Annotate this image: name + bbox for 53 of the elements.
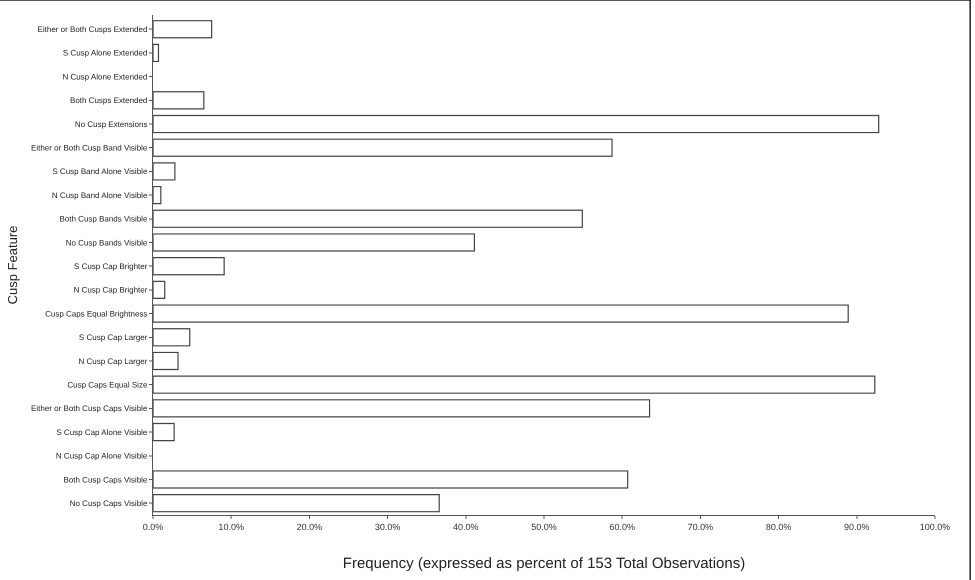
x-tick-label: 60.0% [609,522,635,532]
bar [153,20,212,38]
y-tick-label: N Cusp Cap Larger [78,356,148,366]
y-axis-title: Cusp Feature [4,226,20,304]
bar [153,257,225,276]
y-tick-label: Either or Both Cusp Caps Visible [31,404,148,414]
bar [153,304,849,323]
bar [153,44,160,62]
x-axis-title: Frequency (expressed as percent of 153 Total Observations) [342,554,746,572]
x-tick-label: 40.0% [453,522,479,532]
y-tick-label: No Cusp Extensions [74,120,148,129]
x-tick-label: 30.0% [374,522,400,532]
bar [153,233,475,252]
y-tick-label: Cusp Caps Equal Size [67,380,148,390]
bar [153,91,204,110]
bar [153,280,166,300]
bar [153,352,179,370]
y-tick-label: N Cusp Cap Alone Visible [56,452,148,461]
y-tick-label: S Cusp Cap Alone Visible [56,428,148,437]
y-tick-label: Either or Both Cusps Extended [38,25,148,34]
bar [153,494,440,512]
x-tick-label: 20.0% [296,522,322,532]
y-tick-label: N Cusp Alone Extended [62,72,148,82]
y-tick-label: Cusp Caps Equal Brightness [45,309,148,318]
x-tick-label: 50.0% [531,522,557,532]
x-tick-label: 0.0% [142,522,164,532]
bar [153,114,880,134]
y-tick-label: Both Cusp Bands Visible [59,214,148,224]
x-tick-label: 90.0% [844,522,870,532]
bar [153,138,613,157]
y-tick-label: S Cusp Band Alone Visible [52,167,148,176]
y-tick-label: N Cusp Cap Brighter [74,286,148,295]
x-tick-label: 70.0% [688,522,714,532]
bar [153,328,190,346]
bar [153,399,650,418]
x-tick-label: 80.0% [766,522,792,532]
y-tick-label: No Cusp Caps Visible [70,498,148,508]
y-tick-label: N Cusp Band Alone Visible [52,190,148,200]
y-tick-label: No Cusp Bands Visible [66,238,148,248]
y-tick-label: S Cusp Cap Larger [78,333,148,342]
bar [153,186,162,204]
y-tick-label: S Cusp Cap Brighter [74,262,148,271]
y-tick-label: Either or Both Cusp Band Visible [31,144,148,152]
bar [153,470,628,489]
y-tick-label: Both Cusp Caps Visible [63,475,148,484]
bar [153,376,876,394]
bar [153,422,175,442]
bar [153,210,583,228]
y-tick-label: Both Cusps Extended [70,96,148,106]
x-tick-label: 100.0% [920,522,950,532]
y-tick-label: S Cusp Alone Extended [62,48,148,58]
bar [153,162,176,181]
x-tick-label: 10.0% [218,522,244,532]
